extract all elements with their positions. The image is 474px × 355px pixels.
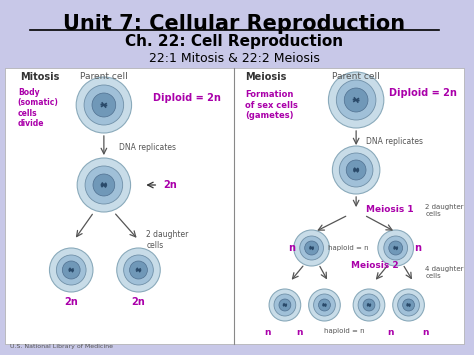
Text: U.S. National Library of Medicine: U.S. National Library of Medicine — [10, 344, 113, 349]
Circle shape — [398, 294, 419, 316]
Circle shape — [62, 261, 80, 279]
Text: Body
(somatic)
cells
divide: Body (somatic) cells divide — [18, 88, 59, 128]
Circle shape — [346, 160, 366, 180]
Text: Diploid = 2n: Diploid = 2n — [389, 88, 456, 98]
Text: n: n — [297, 328, 303, 337]
Circle shape — [378, 230, 413, 266]
Circle shape — [279, 299, 291, 311]
Circle shape — [402, 299, 414, 311]
Circle shape — [305, 241, 319, 255]
Circle shape — [353, 289, 385, 321]
Text: 22:1 Mitosis & 22:2 Meiosis: 22:1 Mitosis & 22:2 Meiosis — [149, 52, 320, 65]
Circle shape — [85, 166, 123, 204]
Text: haploid = n: haploid = n — [324, 328, 365, 334]
Text: Parent cell: Parent cell — [332, 72, 380, 81]
Text: haploid = n: haploid = n — [328, 245, 368, 251]
Circle shape — [393, 289, 424, 321]
Text: 2n: 2n — [163, 180, 177, 190]
Circle shape — [358, 294, 380, 316]
Circle shape — [300, 236, 323, 260]
Circle shape — [328, 72, 384, 128]
Text: n: n — [288, 243, 295, 253]
Circle shape — [339, 153, 373, 187]
Circle shape — [117, 248, 160, 292]
Text: Diploid = 2n: Diploid = 2n — [153, 93, 221, 103]
Circle shape — [314, 294, 335, 316]
Circle shape — [49, 248, 93, 292]
Text: n: n — [388, 328, 394, 337]
Text: n: n — [264, 328, 270, 337]
Text: 4 daughter
cells: 4 daughter cells — [425, 266, 464, 279]
Text: DNA replicates: DNA replicates — [118, 143, 176, 153]
Circle shape — [274, 294, 296, 316]
Text: 2 daughter
cells: 2 daughter cells — [425, 203, 464, 217]
Circle shape — [92, 93, 116, 117]
Circle shape — [269, 289, 301, 321]
Circle shape — [337, 80, 376, 120]
Text: Meiosis: Meiosis — [246, 72, 287, 82]
Circle shape — [124, 255, 153, 285]
Text: 2n: 2n — [64, 297, 78, 307]
Text: n: n — [422, 328, 428, 337]
Text: Parent cell: Parent cell — [80, 72, 128, 81]
Text: Formation
of sex cells
(gametes): Formation of sex cells (gametes) — [246, 90, 298, 120]
Circle shape — [294, 230, 329, 266]
FancyBboxPatch shape — [5, 68, 464, 344]
Circle shape — [129, 261, 147, 279]
Circle shape — [56, 255, 86, 285]
Text: Unit 7: Cellular Reproduction: Unit 7: Cellular Reproduction — [64, 14, 406, 34]
Circle shape — [332, 146, 380, 194]
Text: Ch. 22: Cell Reproduction: Ch. 22: Cell Reproduction — [126, 34, 344, 49]
Text: 2 daughter
cells: 2 daughter cells — [146, 230, 189, 250]
Text: DNA replicates: DNA replicates — [366, 137, 423, 146]
Circle shape — [76, 77, 132, 133]
Circle shape — [389, 241, 402, 255]
Text: 2n: 2n — [132, 297, 146, 307]
Text: n: n — [414, 243, 421, 253]
Circle shape — [319, 299, 330, 311]
Circle shape — [363, 299, 375, 311]
Text: Meiosis 1: Meiosis 1 — [366, 206, 414, 214]
Circle shape — [77, 158, 130, 212]
Circle shape — [84, 85, 124, 125]
Text: Mitosis: Mitosis — [20, 72, 59, 82]
Circle shape — [309, 289, 340, 321]
Circle shape — [93, 174, 115, 196]
Circle shape — [384, 236, 408, 260]
Text: Meiosis 2: Meiosis 2 — [351, 261, 399, 269]
Circle shape — [344, 88, 368, 112]
